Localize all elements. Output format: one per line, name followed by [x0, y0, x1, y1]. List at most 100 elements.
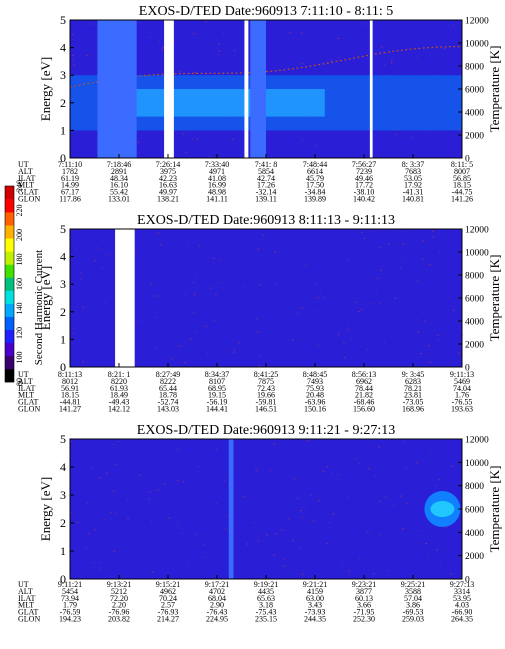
row-label: UT [18, 160, 29, 169]
noise-dot [343, 357, 346, 358]
y2-tick-label: 0 [465, 576, 470, 586]
noise-dot [375, 290, 377, 292]
row-value: 8:11: 5 [451, 160, 473, 169]
noise-dot [214, 320, 216, 322]
y2-tick-label: 12000 [465, 17, 489, 27]
row-value: -73.93 [305, 608, 326, 617]
noise-dot [452, 309, 455, 311]
row-value: 4702 [209, 587, 225, 596]
panel-title: EXOS-D/TED Date:960913 7:11:10 - 8:11: 5 [139, 4, 393, 19]
noise-dot [297, 312, 299, 314]
temperature-dot [152, 74, 155, 76]
noise-dot [113, 444, 115, 446]
y2-tick-label: 4000 [465, 529, 484, 539]
noise-dot [351, 338, 353, 340]
row-value: 9:11:21 [58, 580, 82, 589]
colorbar-segment [5, 342, 14, 357]
noise-dot [428, 557, 430, 559]
y-tick-label: 0 [60, 360, 66, 374]
row-value: 2.90 [210, 601, 224, 610]
temperature-dot [78, 84, 81, 86]
noise-dot [192, 33, 195, 35]
noise-dot [388, 243, 390, 245]
temperature-dot [279, 69, 281, 71]
noise-dot [315, 283, 318, 285]
noise-dot [401, 260, 404, 262]
noise-dot [158, 41, 160, 43]
noise-dot [155, 317, 157, 318]
noise-dot [194, 72, 197, 73]
noise-dot [383, 341, 385, 343]
noise-dot [138, 474, 141, 476]
row-value: -59.81 [256, 398, 277, 407]
row-value: 259.03 [402, 615, 424, 624]
noise-dot [378, 500, 381, 502]
temperature-dot [266, 71, 268, 73]
noise-dot [206, 352, 209, 354]
row-value: 133.01 [108, 195, 130, 204]
row-value: 3975 [160, 167, 176, 176]
noise-dot [388, 570, 390, 572]
row-value: 138.21 [157, 195, 179, 204]
row-value: 9:25:21 [401, 580, 425, 589]
row-value: 156.60 [353, 405, 375, 414]
noise-dot [402, 528, 404, 530]
noise-dot [281, 529, 283, 531]
row-value: 9: 3:45 [402, 370, 424, 379]
row-value: 70.24 [159, 594, 177, 603]
y2-tick-label: 12000 [465, 436, 489, 446]
noise-dot [113, 550, 115, 552]
row-value: 1.79 [63, 601, 77, 610]
noise-dot [348, 570, 350, 572]
data-gap [164, 19, 174, 159]
noise-dot [215, 503, 218, 505]
noise-dot [283, 558, 285, 560]
row-value: -44.81 [60, 398, 81, 407]
temperature-dot [178, 73, 181, 75]
noise-dot [190, 338, 192, 340]
y-tick-label: 2 [60, 96, 66, 110]
noise-dot [393, 504, 395, 506]
noise-dot [437, 334, 439, 336]
colorbar-frame [4, 185, 15, 383]
row-value: 73.94 [61, 594, 79, 603]
noise-dot [192, 281, 194, 283]
noise-dot [182, 481, 184, 482]
row-value: -76.43 [207, 608, 228, 617]
temperature-dot [239, 72, 242, 74]
band-core [109, 89, 325, 117]
noise-dot [444, 47, 446, 49]
noise-dot [94, 260, 97, 262]
temperature-dot [431, 46, 434, 49]
noise-dot [192, 311, 195, 313]
row-label: GLON [18, 615, 40, 624]
temperature-dot [196, 72, 199, 74]
orbit-table: UT 8:11:13 8:21: 1 8:27:49 8:34:37 8:41:25 8:4… [18, 370, 474, 414]
row-value: 214.27 [157, 615, 179, 624]
noise-dot [94, 529, 96, 531]
noise-dot [212, 258, 215, 259]
colorbar-segment [5, 290, 14, 304]
noise-dot [273, 554, 275, 556]
row-value: -34.84 [305, 188, 326, 197]
noise-dot [403, 441, 405, 443]
temperature-dot [235, 72, 238, 74]
row-value: 2891 [111, 167, 127, 176]
row-value: 23.81 [404, 391, 422, 400]
row-value: 72.43 [257, 384, 275, 393]
colorbar-segment [5, 355, 14, 370]
row-value: 7493 [307, 377, 323, 386]
noise-dot [399, 267, 402, 268]
noise-dot [210, 287, 212, 289]
y2-tick-label: 6000 [465, 295, 484, 305]
noise-dot [70, 440, 72, 442]
row-value: 143.03 [157, 405, 179, 414]
row-value: 9:21:21 [303, 580, 327, 589]
temperature-dot [361, 55, 364, 57]
noise-dot [90, 467, 93, 469]
data-gap [369, 19, 373, 159]
noise-dot [88, 532, 90, 534]
row-value: 194.23 [59, 615, 81, 624]
y-tick-label: 1 [60, 332, 66, 346]
row-value: 53.95 [453, 594, 471, 603]
